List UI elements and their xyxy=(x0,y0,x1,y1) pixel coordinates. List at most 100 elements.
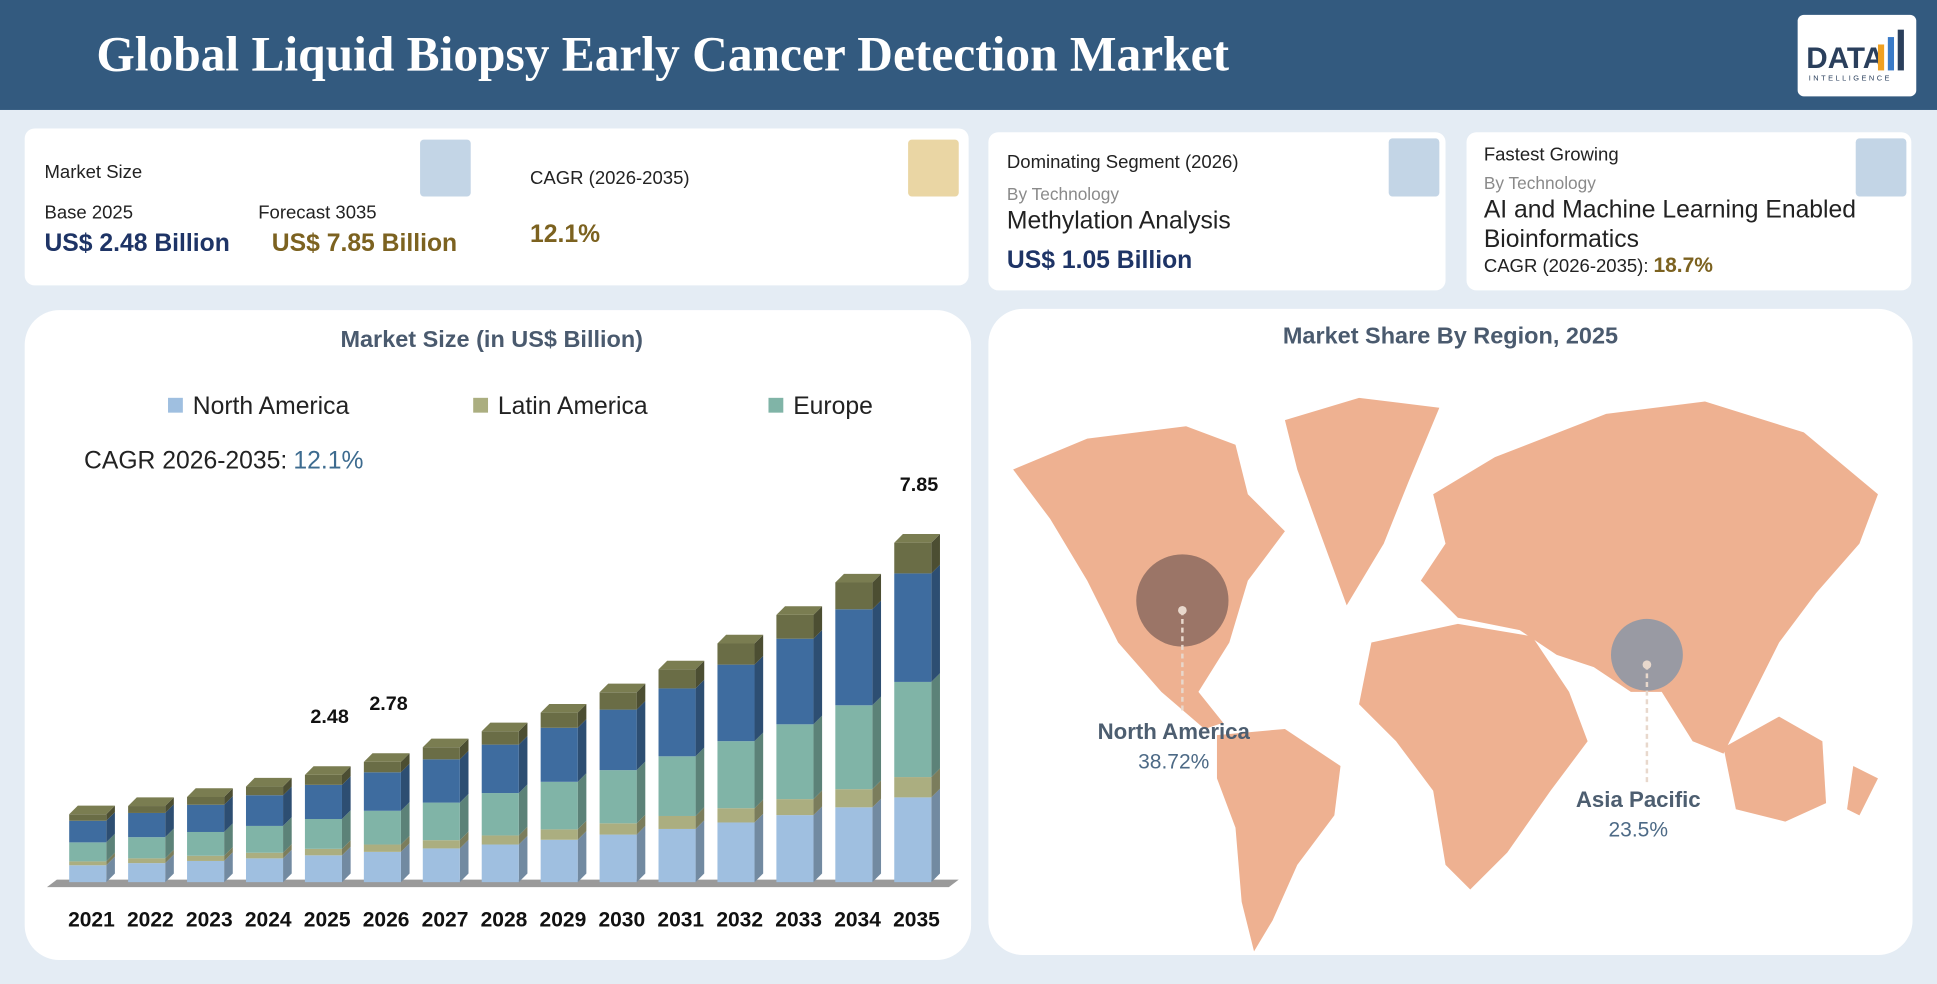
bar-segment xyxy=(481,793,519,836)
card-icon xyxy=(420,139,471,197)
bar-segment xyxy=(304,819,342,849)
bar-side xyxy=(754,634,764,665)
bar-side xyxy=(341,810,351,849)
x-tick-label: 2021 xyxy=(68,909,115,932)
bar-segment xyxy=(658,688,696,757)
logo-bar xyxy=(1877,44,1885,71)
bar-segment xyxy=(128,812,166,838)
bar-segment xyxy=(363,851,401,883)
bar-side xyxy=(931,768,940,798)
bar-segment xyxy=(245,786,284,796)
region-bubble xyxy=(1610,618,1683,691)
total-label: 7.85 xyxy=(900,474,938,496)
bar-top xyxy=(128,797,174,807)
bar-segment xyxy=(835,609,873,706)
region-name: Asia Pacific xyxy=(1576,787,1701,812)
bar-side xyxy=(577,773,587,830)
bar-side xyxy=(165,854,174,883)
x-tick-label: 2034 xyxy=(834,909,881,932)
bar-side xyxy=(813,606,823,639)
card-label: CAGR (2026-2035): xyxy=(1484,255,1649,276)
card-icon xyxy=(1388,138,1440,197)
bar-side xyxy=(577,831,587,883)
bar-segment xyxy=(599,692,637,710)
bar-side xyxy=(636,814,646,835)
bar-side xyxy=(636,761,646,824)
bar-segment xyxy=(776,614,814,639)
bar-segment xyxy=(540,781,578,830)
x-tick-label: 2025 xyxy=(304,909,351,932)
card-value: US$ 1.05 Billion xyxy=(1007,247,1192,274)
bar-side xyxy=(695,660,705,689)
region-value: 23.5% xyxy=(1608,818,1668,841)
bar-side xyxy=(518,784,528,836)
bar-side xyxy=(931,564,940,682)
bar-segment xyxy=(776,815,814,883)
bar-side xyxy=(283,849,292,883)
region-name: North America xyxy=(1098,719,1251,744)
bar-segment xyxy=(245,825,284,853)
bar-segment xyxy=(245,795,284,826)
x-tick-label: 2029 xyxy=(540,909,587,932)
bar-side xyxy=(400,753,410,773)
bar-segment xyxy=(540,727,578,782)
bar-side xyxy=(400,835,410,852)
bar-segment xyxy=(481,835,519,845)
bar-side xyxy=(224,852,233,883)
x-tick-label: 2022 xyxy=(127,909,174,932)
annotation-value: 12.1% xyxy=(293,447,363,474)
bar-side xyxy=(636,700,646,771)
bar-top xyxy=(304,766,351,775)
bar-segment xyxy=(835,807,873,883)
card xyxy=(1466,132,1912,291)
bar-side xyxy=(106,812,115,843)
bar-side xyxy=(341,840,351,856)
bar-segment xyxy=(187,860,225,883)
card-label: Market Size xyxy=(44,161,142,182)
bar-side xyxy=(754,813,764,883)
bar-top xyxy=(717,634,764,644)
bar-segment xyxy=(776,799,814,816)
bar-segment xyxy=(128,837,166,859)
region-value: 38.72% xyxy=(1138,750,1209,773)
card xyxy=(988,132,1446,291)
bar-segment xyxy=(481,744,519,794)
bar-side xyxy=(165,804,174,838)
bar-segment xyxy=(717,643,755,665)
x-tick-label: 2031 xyxy=(657,909,704,932)
bar-segment xyxy=(894,542,932,574)
bar-side xyxy=(341,846,351,883)
bar-segment xyxy=(304,774,342,785)
card xyxy=(24,128,969,286)
x-tick-label: 2032 xyxy=(716,909,763,932)
bar-side xyxy=(283,777,292,796)
total-label: 2.48 xyxy=(310,706,348,728)
bar-side xyxy=(872,696,882,790)
continent xyxy=(1420,401,1878,754)
bar-top xyxy=(245,777,292,787)
continent xyxy=(1216,728,1341,952)
x-tick-label: 2035 xyxy=(893,909,940,932)
bar-segment xyxy=(835,705,873,790)
bar-segment xyxy=(599,709,637,771)
bar-segment xyxy=(304,855,342,883)
bar-segment xyxy=(304,784,342,820)
bar-side xyxy=(872,780,882,808)
bar-side xyxy=(695,747,705,816)
bubble-dot xyxy=(1178,606,1187,615)
bar-segment xyxy=(304,848,342,856)
legend-label: North America xyxy=(193,393,350,420)
bar-top xyxy=(894,534,940,543)
bar-segment xyxy=(540,839,578,883)
card-value: 12.1% xyxy=(530,221,600,248)
card-icon xyxy=(908,139,959,197)
bar-segment xyxy=(187,855,225,861)
bar-top xyxy=(776,606,823,615)
x-tick-label: 2026 xyxy=(363,909,410,932)
bar-side xyxy=(931,788,940,883)
bar-segment xyxy=(363,772,401,811)
bar-top xyxy=(422,738,469,748)
bar-side xyxy=(165,828,174,859)
bar-top xyxy=(658,660,705,670)
